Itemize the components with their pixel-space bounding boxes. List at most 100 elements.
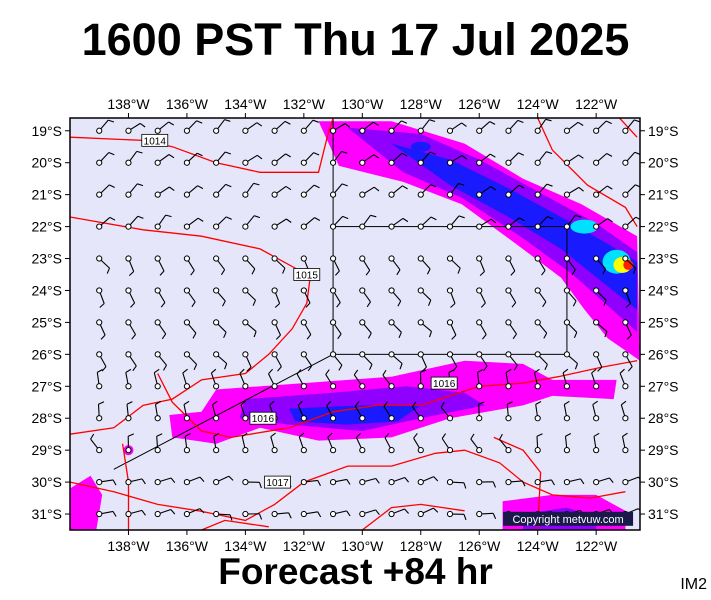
- station-marker: [534, 447, 541, 454]
- wind-barb-flag: [284, 120, 291, 125]
- map-title: 1600 PST Thu 17 Jul 2025: [81, 14, 630, 65]
- station-marker: [476, 191, 483, 198]
- wind-barb-flag: [401, 152, 408, 157]
- wind-barb-flag: [519, 217, 525, 222]
- wind-barb-flag: [139, 122, 146, 128]
- wind-barb-flag: [591, 368, 597, 374]
- station-marker: [359, 351, 366, 358]
- station-marker: [417, 415, 424, 422]
- station-marker: [622, 478, 629, 486]
- wind-barb-flag: [153, 368, 160, 374]
- wind-barb-flag: [108, 119, 115, 123]
- station-marker: [213, 319, 220, 326]
- forecast-label: Forecast +84 hr: [218, 551, 493, 592]
- station-marker: [183, 319, 191, 326]
- wind-barb-flag: [517, 119, 524, 124]
- station-marker: [154, 191, 161, 198]
- station-marker: [388, 351, 395, 358]
- station-marker: [417, 255, 424, 262]
- y-tick-label-left: 24°S: [31, 282, 62, 298]
- wind-barb-flag: [126, 401, 133, 405]
- station-marker: [622, 159, 629, 166]
- wind-barb-flag: [109, 184, 115, 188]
- station-marker: [300, 510, 307, 518]
- isobar-3: [537, 118, 638, 227]
- station-marker: [446, 127, 454, 134]
- station-marker: [125, 159, 132, 166]
- y-tick-label-left: 21°S: [31, 187, 62, 203]
- station-marker: [622, 351, 629, 358]
- wind-barb-flag: [182, 368, 188, 374]
- y-tick-label-left: 30°S: [31, 474, 62, 490]
- station-marker: [213, 351, 220, 358]
- station-marker: [388, 447, 395, 454]
- wind-barb-flag: [183, 400, 190, 405]
- wind-barb-flag: [384, 432, 390, 439]
- wind-barb-flag: [492, 513, 497, 520]
- station-marker: [96, 191, 103, 198]
- map-frame: [69, 117, 641, 531]
- y-tick-label-left: 29°S: [31, 442, 62, 458]
- wind-barb-flag: [268, 368, 274, 375]
- wind-barb-flag: [481, 334, 487, 340]
- wind-barb-flag: [430, 184, 437, 188]
- precip-core-red: [623, 259, 634, 270]
- y-tick-label-right: 21°S: [648, 187, 679, 203]
- wind-barb-flag: [212, 400, 218, 406]
- wind-barb-flag: [160, 302, 166, 308]
- wind-barb-flag: [253, 182, 260, 186]
- wind-barb-flag: [228, 475, 234, 481]
- wind-barb-flag: [168, 121, 175, 126]
- station-marker: [183, 255, 191, 262]
- wind-barb-flag: [365, 270, 371, 276]
- station-marker: [329, 287, 337, 294]
- station-marker: [446, 159, 454, 166]
- isobar-label: 1016: [433, 379, 456, 390]
- wind-barb-flag: [404, 477, 410, 483]
- wind-barb-flag: [450, 303, 456, 308]
- station-marker: [183, 447, 191, 454]
- wind-barb-flag: [607, 218, 613, 223]
- station-marker: [213, 478, 220, 486]
- wind-barb-flag: [505, 368, 512, 373]
- wind-barb-flag: [336, 302, 341, 308]
- station-marker: [300, 127, 307, 134]
- wind-barb-flag: [602, 268, 606, 275]
- wind-barb-flag: [634, 119, 640, 123]
- station-marker: [300, 191, 307, 198]
- station-marker: [622, 415, 629, 422]
- station-marker: [505, 255, 512, 262]
- y-tick-label-right: 19°S: [648, 123, 679, 139]
- wind-barb-flag: [510, 270, 516, 276]
- wind-barb-flag: [258, 482, 262, 489]
- y-tick-label-right: 23°S: [648, 251, 679, 267]
- wind-barb-flag: [224, 119, 231, 122]
- station-marker: [446, 478, 454, 486]
- station-marker: [622, 287, 629, 294]
- wind-barb-flag: [402, 185, 408, 190]
- wind-barb-flag: [270, 432, 276, 438]
- station-marker: [593, 351, 600, 358]
- wind-barb-flag: [225, 151, 231, 155]
- wind-barb-flag: [108, 151, 115, 156]
- wind-barb-flag: [535, 401, 542, 405]
- wind-barb-flag: [597, 366, 603, 372]
- wind-barb-flag: [545, 118, 552, 122]
- station-marker: [534, 191, 541, 198]
- station-marker: [242, 319, 249, 326]
- wind-barb-flag: [399, 363, 403, 370]
- wind-barb-flag: [457, 267, 461, 274]
- isobar-9: [361, 503, 465, 530]
- wind-barb-flag: [346, 479, 351, 485]
- wind-barb-flag: [141, 510, 146, 516]
- station-marker: [96, 127, 103, 134]
- y-tick-label-right: 20°S: [648, 155, 679, 171]
- wind-barb-flag: [448, 369, 455, 373]
- wind-barb-flag: [312, 119, 319, 123]
- wind-barb-flag: [420, 369, 427, 373]
- station-marker: [125, 191, 132, 198]
- station-marker: [125, 255, 132, 262]
- wind-barb-flag: [125, 368, 132, 373]
- wind-barb-flag: [225, 216, 232, 220]
